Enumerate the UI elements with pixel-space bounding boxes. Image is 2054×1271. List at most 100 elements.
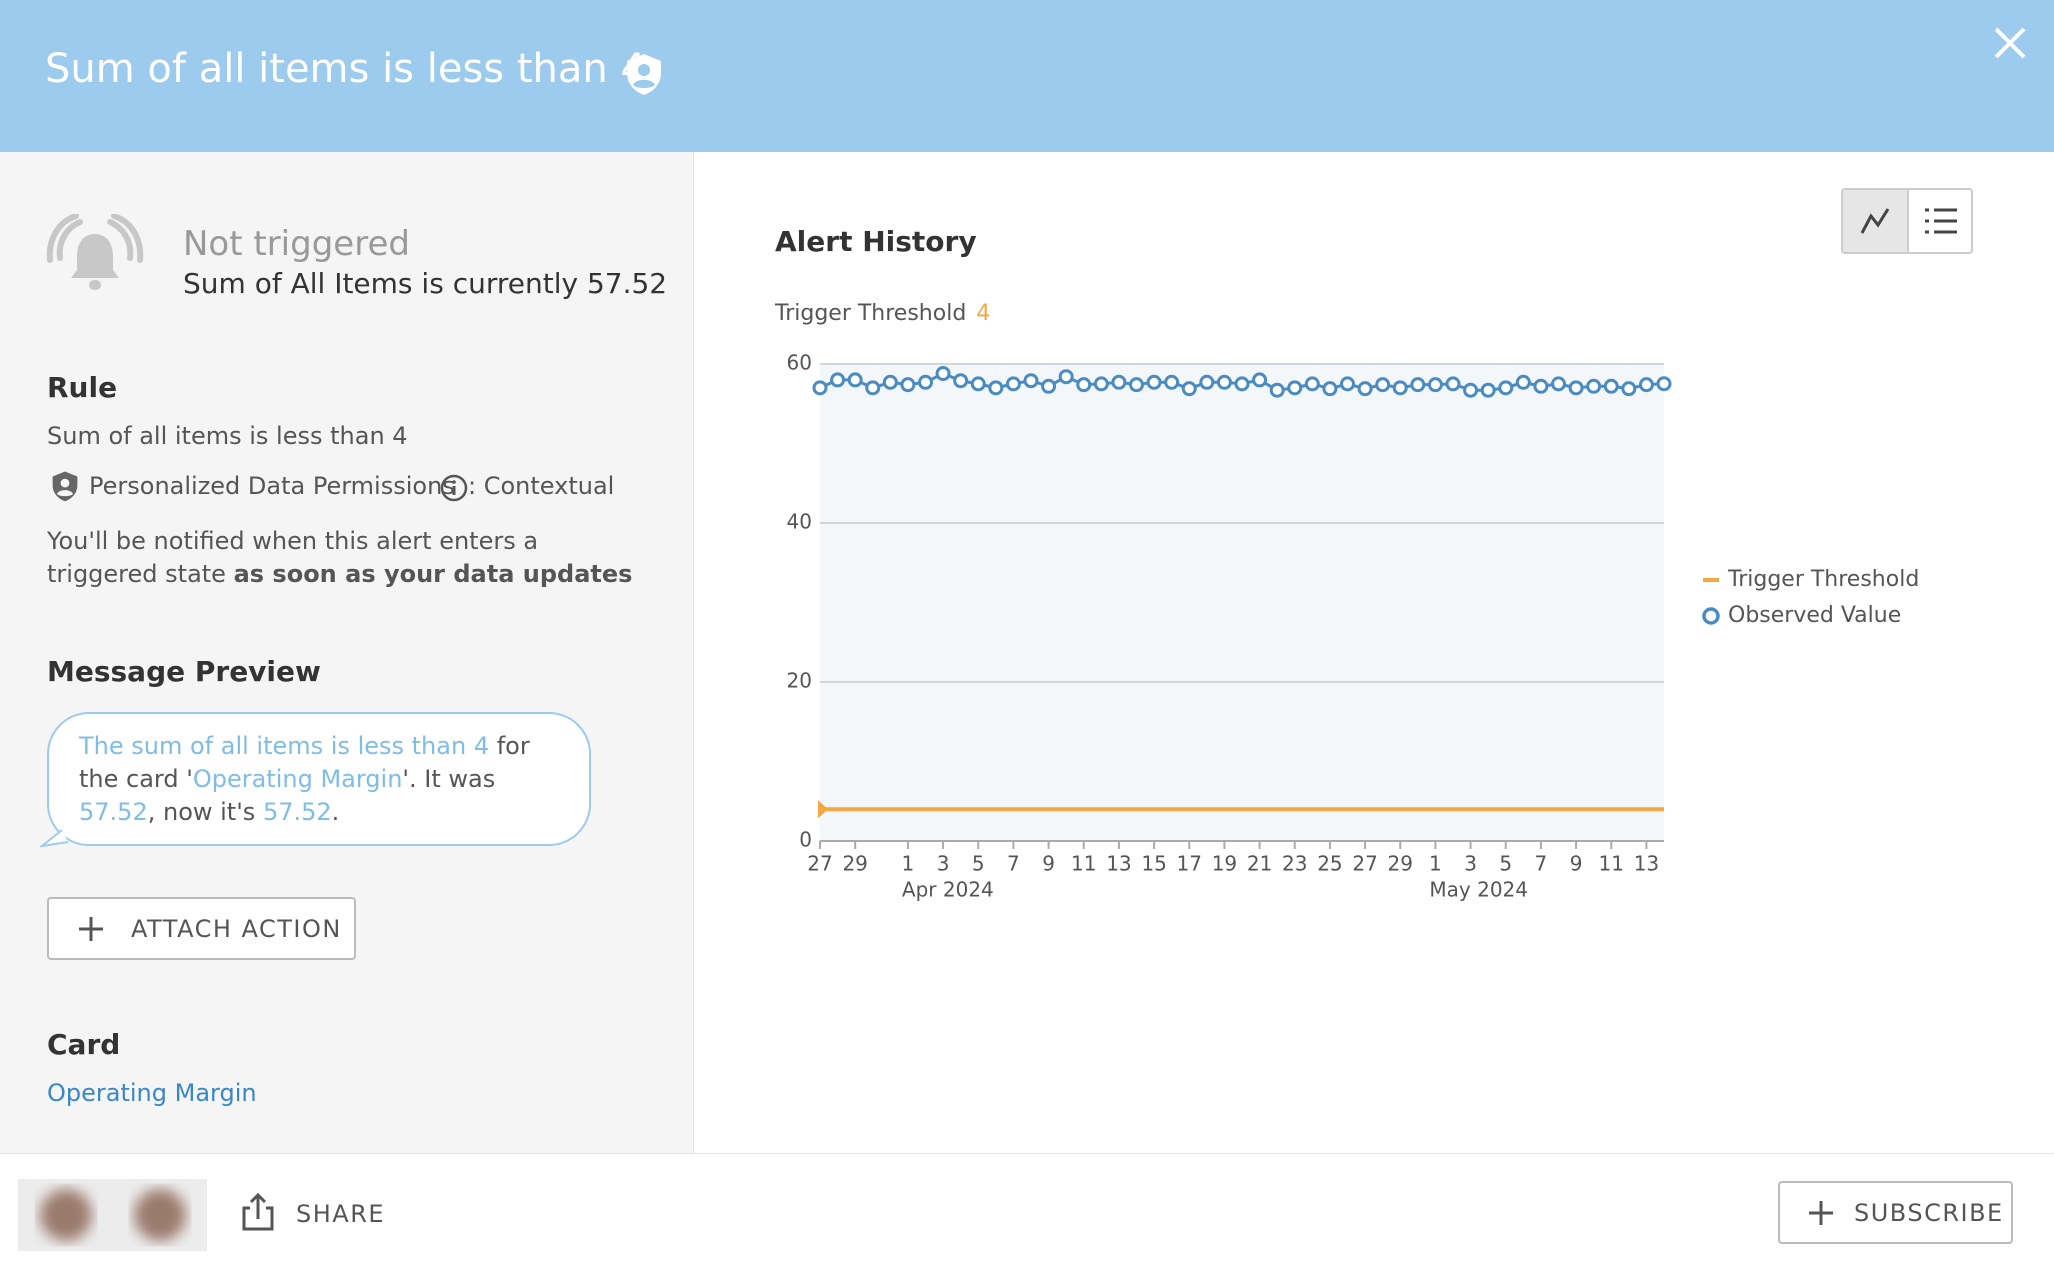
card-heading: Card	[47, 1028, 121, 1061]
data-point	[1427, 377, 1443, 393]
header-title: Sum of all items is less than 4	[45, 46, 646, 92]
x-tick-label: 25	[1317, 852, 1342, 876]
message-part: Operating Margin	[192, 765, 403, 793]
list-view-button[interactable]	[1909, 190, 1971, 252]
data-point	[1392, 380, 1408, 396]
data-point	[830, 372, 846, 388]
message-heading: Message Preview	[47, 655, 321, 688]
legend-label: Observed Value	[1728, 603, 1901, 628]
data-point	[900, 377, 916, 393]
data-point	[1463, 382, 1479, 398]
chart-view-button[interactable]	[1843, 190, 1909, 252]
data-point	[935, 366, 951, 382]
share-button[interactable]: SHARE	[296, 1200, 386, 1228]
plot-background	[820, 364, 1664, 841]
x-tick-label: 1	[1429, 852, 1442, 876]
rule-text: Sum of all items is less than 4	[47, 422, 408, 450]
avatar-group	[40, 1189, 186, 1241]
data-point	[1181, 381, 1197, 397]
data-point	[1199, 374, 1215, 390]
legend-marker	[1702, 607, 1720, 625]
data-point	[1234, 376, 1250, 392]
view-toggle	[1841, 188, 1973, 254]
data-point	[1041, 378, 1057, 394]
x-tick-label: 3	[1464, 852, 1477, 876]
y-tick-label: 60	[787, 351, 812, 375]
data-point	[882, 374, 898, 390]
x-tick-label: 11	[1599, 852, 1624, 876]
x-month-label: Apr 2024	[902, 878, 994, 902]
permissions-value: : Contextual	[468, 472, 615, 500]
message-part: The sum of all items is less than 4	[79, 732, 490, 760]
x-tick-label: 21	[1247, 852, 1272, 876]
status-title: Not triggered	[183, 224, 410, 264]
data-point	[1638, 377, 1654, 393]
x-month-label: May 2024	[1429, 878, 1528, 902]
x-tick-label: 11	[1071, 852, 1096, 876]
data-point	[1340, 376, 1355, 392]
x-tick-label: 17	[1177, 852, 1202, 876]
data-point	[1093, 376, 1109, 392]
data-point	[1480, 382, 1496, 398]
x-tick-label: 3	[937, 852, 950, 876]
x-tick-label: 15	[1141, 852, 1166, 876]
status-detail: Sum of All Items is currently 57.52	[183, 267, 668, 300]
share-icon[interactable]	[240, 1192, 276, 1232]
details-panel: Not triggered Sum of All Items is curren…	[0, 152, 694, 1153]
y-tick-label: 40	[787, 510, 812, 534]
legend-label: Trigger Threshold	[1727, 567, 1919, 592]
data-point	[1533, 378, 1549, 394]
data-point	[1375, 377, 1391, 393]
x-tick-label: 27	[807, 852, 832, 876]
list-icon	[1925, 208, 1957, 234]
card-link[interactable]: Operating Margin	[47, 1079, 257, 1107]
x-tick-label: 7	[1007, 852, 1020, 876]
x-tick-label: 5	[1499, 852, 1512, 876]
data-point	[1551, 376, 1566, 392]
data-point	[1146, 374, 1162, 390]
shield-icon	[627, 54, 661, 95]
data-point	[1656, 376, 1672, 392]
message-part: 57.52	[79, 798, 148, 826]
line-icon	[1860, 208, 1890, 234]
data-point	[1164, 374, 1180, 390]
data-point	[1586, 378, 1602, 394]
x-tick-label: 9	[1570, 852, 1583, 876]
data-point	[1058, 369, 1074, 385]
threshold-value: 4	[976, 301, 990, 326]
message-part: '. It was	[402, 765, 496, 793]
notify: You'll be notified when this alert enter…	[47, 527, 539, 588]
x-tick-label: 7	[1535, 852, 1548, 876]
message-part: , now it's	[147, 798, 263, 826]
data-point	[1603, 378, 1619, 394]
data-point	[1410, 377, 1426, 393]
plus-icon	[79, 917, 103, 941]
footer: SHARE SUBSCRIBE	[0, 1153, 2054, 1271]
permissions: Personalized Data Permissions	[89, 472, 455, 500]
data-point	[1621, 381, 1637, 397]
notify-text: You'll be notified when this alert enter…	[47, 525, 647, 591]
rule-heading: Rule	[47, 371, 118, 404]
header: Sum of all items is less than 4	[0, 0, 2054, 152]
notify-bold: as soon as your data updates	[233, 560, 633, 588]
chart: Alert History Trigger Threshold 4 0 20 40 60…	[774, 225, 1919, 902]
data-point	[865, 380, 881, 396]
threshold-name: Trigger Threshold	[774, 301, 966, 326]
data-point	[1269, 382, 1285, 398]
info-icon[interactable]	[440, 474, 468, 502]
data-point	[1252, 372, 1268, 388]
data-point	[1304, 376, 1320, 392]
data-point	[953, 373, 969, 389]
data-point	[1005, 376, 1021, 392]
data-point	[970, 376, 986, 392]
x-tick-label: 9	[1042, 852, 1055, 876]
data-point	[847, 372, 863, 388]
y-tick-label: 20	[787, 669, 812, 693]
shield-icon	[52, 471, 78, 502]
close-button[interactable]	[1993, 26, 2027, 60]
x-tick-label: 27	[1352, 852, 1377, 876]
threshold-marker	[818, 800, 828, 819]
x-tick-label: 29	[842, 852, 867, 876]
data-point	[1322, 381, 1338, 397]
chart-title: Alert History	[775, 225, 977, 258]
